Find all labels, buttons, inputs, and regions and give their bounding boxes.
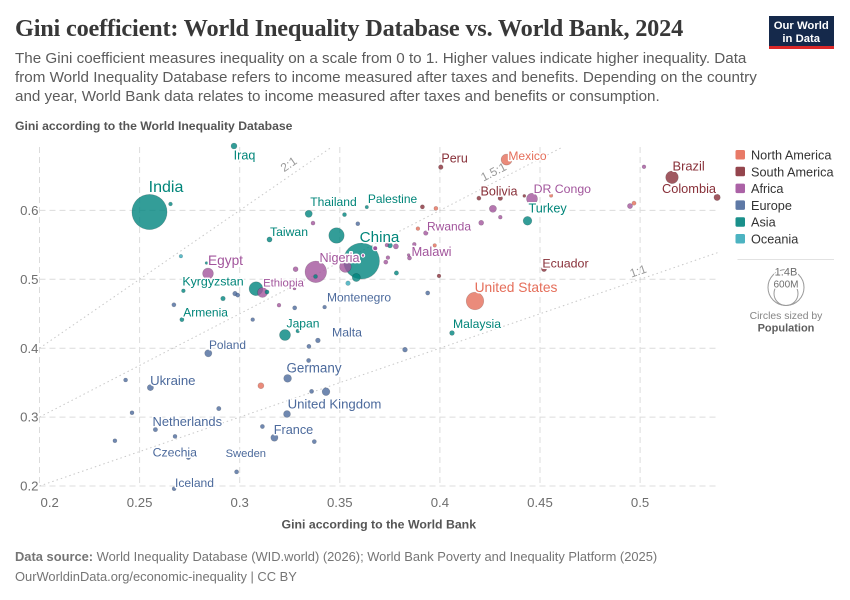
svg-text:Germany: Germany xyxy=(286,361,341,376)
svg-text:0.2: 0.2 xyxy=(41,495,59,510)
svg-text:Nigeria: Nigeria xyxy=(320,251,360,265)
svg-text:Iraq: Iraq xyxy=(234,149,256,163)
svg-text:Palestine: Palestine xyxy=(368,192,418,206)
svg-text:Kyrgyzstan: Kyrgyzstan xyxy=(182,275,243,289)
svg-text:Netherlands: Netherlands xyxy=(153,414,223,429)
svg-text:0.45: 0.45 xyxy=(527,495,553,510)
svg-text:Turkey: Turkey xyxy=(528,202,567,216)
svg-text:Ethiopia: Ethiopia xyxy=(263,278,305,290)
svg-text:0.3: 0.3 xyxy=(20,410,38,425)
svg-text:China: China xyxy=(360,229,400,246)
svg-text:Malawi: Malawi xyxy=(411,244,451,259)
svg-text:United States: United States xyxy=(475,280,558,295)
svg-text:Peru: Peru xyxy=(441,152,467,166)
svg-text:North America: North America xyxy=(751,149,832,163)
svg-text:Poland: Poland xyxy=(209,338,246,352)
svg-text:Egypt: Egypt xyxy=(208,253,243,268)
svg-text:Thailand: Thailand xyxy=(310,195,356,209)
svg-text:0.5: 0.5 xyxy=(631,495,649,510)
svg-text:1:1: 1:1 xyxy=(628,262,649,281)
svg-text:0.3: 0.3 xyxy=(231,495,249,510)
svg-text:Armenia: Armenia xyxy=(183,306,228,320)
svg-text:Ecuador: Ecuador xyxy=(542,256,588,270)
svg-text:Gini according to the World Ba: Gini according to the World Bank xyxy=(282,518,477,532)
svg-text:Ukraine: Ukraine xyxy=(150,373,195,388)
svg-text:600M: 600M xyxy=(773,280,798,291)
svg-text:0.4: 0.4 xyxy=(20,341,38,356)
svg-text:Malaysia: Malaysia xyxy=(453,317,501,331)
svg-text:Montenegro: Montenegro xyxy=(327,291,391,305)
svg-text:France: France xyxy=(274,423,314,437)
svg-text:DR Congo: DR Congo xyxy=(534,182,592,196)
svg-text:Rwanda: Rwanda xyxy=(427,220,471,234)
svg-text:United Kingdom: United Kingdom xyxy=(288,397,382,412)
svg-text:India: India xyxy=(149,179,184,196)
svg-text:Malta: Malta xyxy=(332,326,362,340)
svg-text:Bolivia: Bolivia xyxy=(480,185,517,199)
svg-text:0.2: 0.2 xyxy=(20,479,38,494)
svg-text:Circles sized by: Circles sized by xyxy=(750,311,824,322)
svg-text:0.6: 0.6 xyxy=(20,203,38,218)
svg-text:Mexico: Mexico xyxy=(508,149,547,163)
svg-text:Taiwan: Taiwan xyxy=(270,225,308,239)
svg-text:Brazil: Brazil xyxy=(672,159,704,174)
svg-text:Japan: Japan xyxy=(287,317,320,331)
svg-text:1.4B: 1.4B xyxy=(775,267,798,279)
svg-text:0.4: 0.4 xyxy=(431,495,449,510)
svg-text:Population: Population xyxy=(758,323,815,335)
svg-text:Asia: Asia xyxy=(751,216,777,230)
svg-text:Oceania: Oceania xyxy=(751,233,799,247)
svg-text:Sweden: Sweden xyxy=(226,448,266,460)
svg-text:South America: South America xyxy=(751,165,834,179)
svg-text:Africa: Africa xyxy=(751,182,784,196)
svg-text:0.35: 0.35 xyxy=(327,495,353,510)
svg-text:Colombia: Colombia xyxy=(662,181,717,196)
svg-text:0.5: 0.5 xyxy=(20,272,38,287)
svg-text:Iceland: Iceland xyxy=(175,476,214,490)
svg-text:0.25: 0.25 xyxy=(127,495,153,510)
svg-text:Europe: Europe xyxy=(751,199,792,213)
svg-text:Czechia: Czechia xyxy=(153,446,198,460)
